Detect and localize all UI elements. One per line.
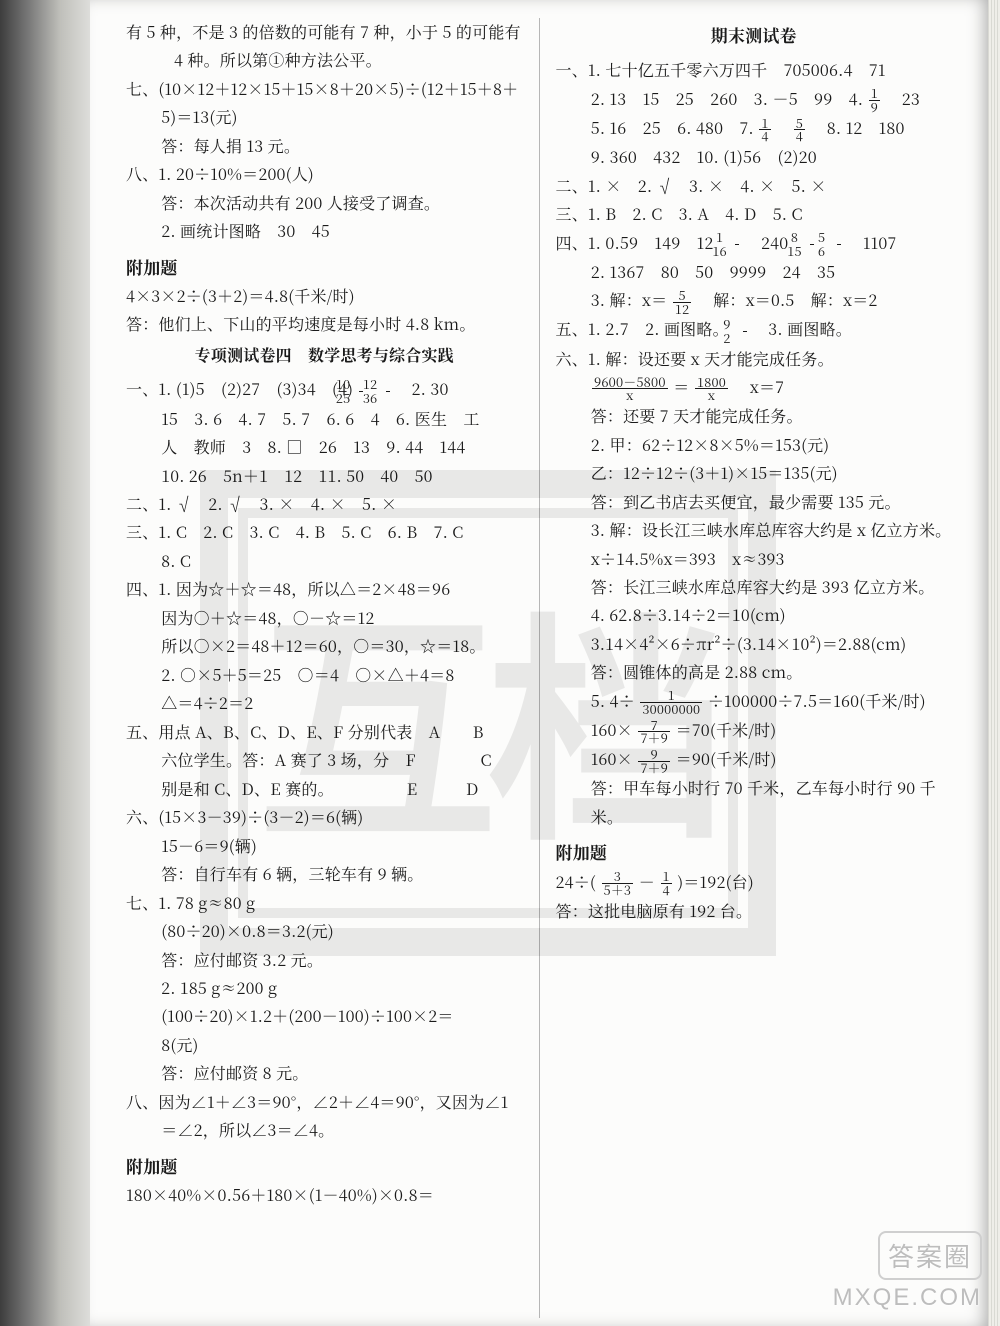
s1d: 10. 26 5n＋1 12 11. 50 40 50 xyxy=(126,462,523,490)
r4a: 四、1. 0.59 149 12 116 240 815 56 1107 xyxy=(556,229,953,258)
r6a: 六、1. 解：设还要 x 天才能完成任务。 xyxy=(556,345,953,373)
right-column: 期末测试卷 一、1. 七十亿五千零六万四千 705006.4 71 2. 13 … xyxy=(546,18,963,1318)
s4b: 因为○＋☆＝48，○－☆＝12 xyxy=(126,604,523,632)
final-exam-hdr: 期末测试卷 xyxy=(556,20,953,50)
frac-5-6: 56 xyxy=(837,231,841,258)
r6f: 答：到乙书店去买便宜，最少需要 135 元。 xyxy=(556,488,953,516)
s7c: 答：应付邮资 3.2 元。 xyxy=(126,946,523,974)
frac-3-8: 35＋3 xyxy=(602,870,634,897)
frac-1-16: 116 xyxy=(735,231,739,258)
r6i: 答：长江三峡水库总库容大约是 393 亿立方米。 xyxy=(556,573,953,601)
r6p: 答：甲车每小时行 70 千米，乙车每小时行 90 千米。 xyxy=(556,774,953,831)
frac-7-16: 77＋9 xyxy=(638,719,670,746)
r1c: 5. 16 25 6. 480 7. 14 54 8. 12 180 xyxy=(556,114,953,143)
frac-8-15: 815 xyxy=(810,231,814,258)
s4e: △＝4÷2＝2 xyxy=(126,689,523,717)
frac-1-4: 14 xyxy=(759,117,770,144)
frac-1800-x: 1800x xyxy=(695,376,728,403)
r6o: 160× 97＋9 ＝90(千米/时) xyxy=(556,745,953,774)
brand-url: MXQE.COM xyxy=(833,1284,982,1312)
extra2-hdr: 附加题 xyxy=(126,1151,523,1181)
s7b: (80÷20)×0.8＝3.2(元) xyxy=(126,917,523,945)
subject-hdr: 专项测试卷四 数学思考与综合实践 xyxy=(126,341,523,369)
q7-expr: 七、(10×12＋12×15＋15×8＋20×5)÷(12＋15＋8＋5)＝13… xyxy=(126,75,523,132)
r1a: 一、1. 七十亿五千零六万四千 705006.4 71 xyxy=(556,56,953,84)
rextra: 24÷( 35＋3 － 14 )＝192(台) xyxy=(556,868,953,897)
frac-1-4b: 14 xyxy=(661,870,672,897)
s5a: 五、用点 A、B、C、D、E、F 分别代表 A B xyxy=(126,718,523,746)
s4c: 所以○×2＝48＋12＝60，○＝30，☆＝18。 xyxy=(126,632,523,660)
r6n: 160× 77＋9 ＝70(千米/时) xyxy=(556,716,953,745)
frac-1-9: 19 xyxy=(869,87,880,114)
r6j: 4. 62.8÷3.14÷2＝10(cm) xyxy=(556,601,953,629)
r1b: 2. 13 15 25 260 3. －5 99 4. 19 23 xyxy=(556,85,953,114)
r6l: 答：圆锥体的高是 2.88 cm。 xyxy=(556,658,953,686)
frac-diff-x: 9600－5800x xyxy=(592,376,668,403)
brand-name: 答案圈 xyxy=(878,1231,982,1280)
page-edge xyxy=(988,0,1000,1326)
r6c: 答：还要 7 天才能完成任务。 xyxy=(556,402,953,430)
s4a: 四、1. 因为☆＋☆＝48，所以△＝2×48＝96 xyxy=(126,575,523,603)
q8-1: 八、1. 20÷10%＝200(人) xyxy=(126,160,523,188)
page-sheet: 有 5 种，不是 3 的倍数的可能有 7 种，小于 5 的可能有 4 种。所以第… xyxy=(90,0,988,1326)
r6k: 3.14×4²×6÷πr²÷(3.14×10²)＝2.88(cm) xyxy=(556,630,953,658)
s5b: 六位学生。答：A 赛了 3 场，分 F C xyxy=(126,746,523,774)
s1a-text: 一、1. (1)5 (2)27 (3)34 (4) xyxy=(126,377,353,400)
right-extra-hdr: 附加题 xyxy=(556,837,953,867)
s3b: 8. C xyxy=(126,547,523,575)
r3: 三、1. B 2. C 3. A 4. D 5. C xyxy=(556,200,953,228)
s1a-tail: 2. 30 xyxy=(395,377,448,400)
extra-expr: 4×3×2÷(3＋2)＝4.8(千米/时) xyxy=(126,282,523,310)
column-divider xyxy=(539,18,540,1318)
extra2: 180×40%×0.56＋180×(1－40%)×0.8＝ xyxy=(126,1181,523,1209)
s6a: 六、(15×3－39)÷(3－2)＝6(辆) xyxy=(126,803,523,831)
rextra-ans: 答：这批电脑原有 192 台。 xyxy=(556,897,953,925)
s7a: 七、1. 78 g≈80 g xyxy=(126,889,523,917)
r6b: 9600－5800x ＝ 1800x x＝7 xyxy=(556,373,953,402)
extra-hdr: 附加题 xyxy=(126,252,523,282)
s6b: 15－6＝9(辆) xyxy=(126,832,523,860)
frac-5-12: 512 xyxy=(673,289,691,316)
frac-5-4: 54 xyxy=(794,117,805,144)
r6d: 2. 甲：62÷12×8×5%＝153(元) xyxy=(556,431,953,459)
r4b: 2. 1367 80 50 9999 24 35 xyxy=(556,258,953,286)
q8-1-ans: 答：本次活动共有 200 人接受了调查。 xyxy=(126,189,523,217)
extra-ans: 答：他们上、下山的平均速度是每小时 4.8 km。 xyxy=(126,310,523,338)
s7e: (100÷20)×1.2＋(200－100)÷100×2＝ xyxy=(126,1002,523,1030)
r4c: 3. 解：x＝ 512 解：x＝0.5 解：x＝2 xyxy=(556,286,953,315)
r6e: 乙：12÷12÷(3＋1)×15＝135(元) xyxy=(556,459,953,487)
s1a: 一、1. (1)5 (2)27 (3)34 (4) 1025 1236 2. 3… xyxy=(126,375,523,404)
frac-1-30m: 130000000 xyxy=(640,689,702,716)
frac-12-36: 1236 xyxy=(386,378,390,405)
r1d: 9. 360 432 10. (1)56 (2)20 xyxy=(556,143,953,171)
q7-ans: 答：每人捐 13 元。 xyxy=(126,132,523,160)
s1b: 15 3. 6 4. 7 5. 7 6. 6 4 6. 医生 工 xyxy=(126,405,523,433)
left-column: 有 5 种，不是 3 的倍数的可能有 7 种，小于 5 的可能有 4 种。所以第… xyxy=(116,18,533,1318)
s7f: 8(元) xyxy=(126,1031,523,1059)
s3a: 三、1. C 2. C 3. C 4. B 5. C 6. B 7. C xyxy=(126,518,523,546)
s7d: 2. 185 g≈200 g xyxy=(126,974,523,1002)
r6m: 5. 4÷ 130000000 ÷100000÷7.5＝160(千米/时) xyxy=(556,687,953,716)
s4d: 2. ○×5＋5＝25 ○＝4 ○×△＋4＝8 xyxy=(126,661,523,689)
left-intro: 有 5 种，不是 3 的倍数的可能有 7 种，小于 5 的可能有 4 种。所以第… xyxy=(126,18,523,75)
q8-2: 2. 画统计图略 30 45 xyxy=(126,217,523,245)
brand-footer: 答案圈 MXQE.COM xyxy=(833,1231,982,1312)
s1c: 人 教师 3 8. □ 26 13 9. 44 144 xyxy=(126,433,523,461)
s2: 二、1. √ 2. √ 3. × 4. × 5. × xyxy=(126,490,523,518)
s6c: 答：自行车有 6 辆，三轮车有 9 辆。 xyxy=(126,860,523,888)
frac-9-2: 92 xyxy=(743,318,747,345)
r6h: x÷14.5%x＝393 x≈393 xyxy=(556,545,953,573)
s7g: 答：应付邮资 8 元。 xyxy=(126,1059,523,1087)
r2: 二、1. × 2. √ 3. × 4. × 5. × xyxy=(556,172,953,200)
r6g: 3. 解：设长江三峡水库总库容大约是 x 亿立方米。 xyxy=(556,516,953,544)
s8: 八、因为∠1＋∠3＝90°，∠2＋∠4＝90°，又因为∠1＝∠2，所以∠3＝∠4… xyxy=(126,1088,523,1145)
s5c: 别是和 C、D、E 赛的。 E D xyxy=(126,775,523,803)
r5: 五、1. 2.7 2. 画图略。 92 3. 画图略。 xyxy=(556,315,953,344)
two-column-layout: 有 5 种，不是 3 的倍数的可能有 7 种，小于 5 的可能有 4 种。所以第… xyxy=(116,18,962,1318)
frac-9-16: 97＋9 xyxy=(638,748,670,775)
